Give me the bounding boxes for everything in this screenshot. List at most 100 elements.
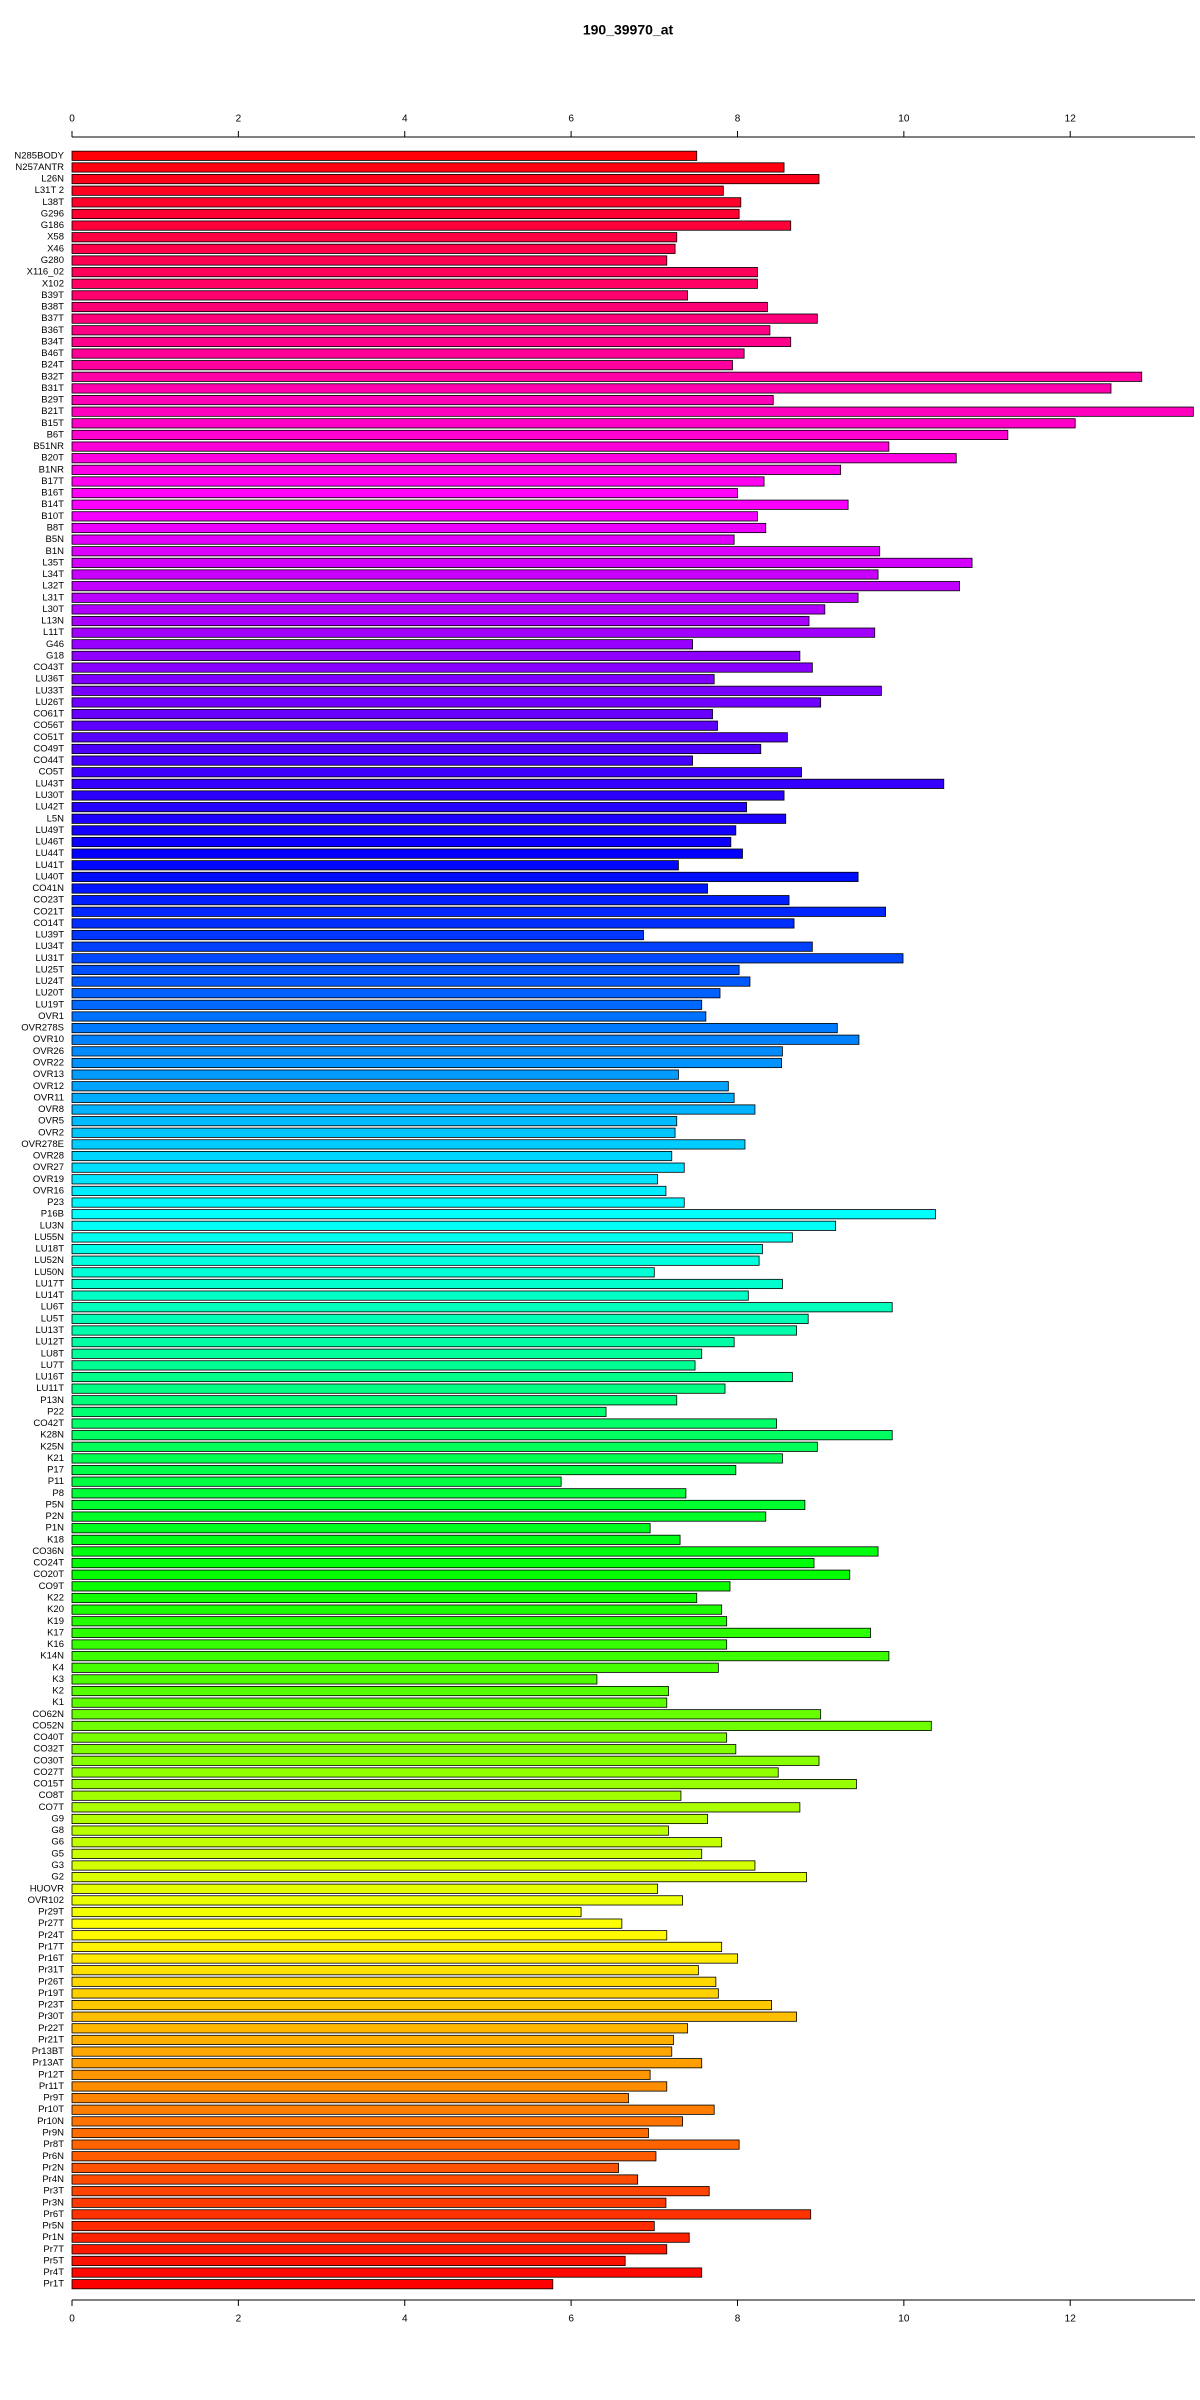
bar bbox=[71, 953, 904, 964]
y-tick-label: B31T bbox=[41, 383, 64, 394]
bar bbox=[71, 557, 973, 568]
y-tick-label: Pr7T bbox=[43, 2244, 64, 2255]
y-tick-label: LU12T bbox=[35, 1337, 64, 1348]
bar bbox=[71, 441, 890, 452]
y-tick-label: Pr8T bbox=[43, 2139, 64, 2150]
bar bbox=[71, 383, 1112, 394]
y-tick-label: Pr13BT bbox=[32, 2046, 64, 2057]
bar bbox=[71, 1267, 655, 1278]
y-tick-label: Pr3T bbox=[43, 2186, 64, 2197]
bar bbox=[71, 522, 767, 534]
bar bbox=[71, 1209, 936, 1220]
bar bbox=[71, 2151, 657, 2162]
bar bbox=[71, 1976, 717, 1987]
y-tick-label: LU5T bbox=[41, 1313, 64, 1324]
y-tick-label: CO5T bbox=[39, 767, 65, 778]
y-tick-label: CO15T bbox=[33, 1779, 64, 1790]
y-tick-label: CO30T bbox=[33, 1755, 64, 1766]
bar bbox=[71, 1023, 838, 1034]
bar bbox=[71, 1092, 735, 1103]
y-tick-label: B8T bbox=[47, 523, 65, 534]
y-tick-label: LU20T bbox=[35, 988, 64, 999]
y-tick-label: P5N bbox=[46, 1499, 65, 1510]
bar bbox=[71, 534, 735, 545]
bar bbox=[71, 1790, 682, 1801]
y-tick-label: LU36T bbox=[35, 674, 64, 685]
bar bbox=[71, 778, 945, 789]
bar bbox=[71, 1360, 696, 1371]
bar bbox=[71, 1325, 797, 1336]
y-tick-label: LU41T bbox=[35, 860, 64, 871]
bar bbox=[71, 1604, 723, 1615]
bar bbox=[71, 2081, 668, 2092]
bar bbox=[71, 1104, 756, 1115]
bar bbox=[71, 1779, 857, 1790]
bar bbox=[71, 429, 1009, 440]
bar bbox=[71, 1860, 756, 1871]
bar bbox=[71, 836, 732, 848]
y-tick-label: P2N bbox=[46, 1511, 65, 1522]
bar bbox=[71, 743, 762, 755]
y-tick-label: K2 bbox=[52, 1686, 64, 1697]
y-tick-label: Pr9T bbox=[43, 2093, 64, 2104]
y-tick-label: G296 bbox=[41, 208, 64, 219]
y-tick-label: B17T bbox=[41, 476, 64, 487]
y-tick-label: Pr10T bbox=[38, 2104, 64, 2115]
y-tick-label: OVR11 bbox=[34, 1092, 64, 1103]
bar bbox=[71, 1732, 728, 1743]
y-tick-label: OVR8 bbox=[38, 1104, 64, 1115]
y-tick-label: LU49T bbox=[35, 825, 64, 836]
y-tick-label: OVR102 bbox=[28, 1895, 64, 1906]
bar bbox=[71, 2058, 703, 2069]
y-tick-label: OVR12 bbox=[33, 1081, 64, 1092]
bar bbox=[71, 1244, 763, 1255]
bar bbox=[71, 2197, 667, 2208]
bar bbox=[71, 267, 758, 278]
bar bbox=[71, 1755, 820, 1766]
bar bbox=[71, 1395, 678, 1406]
bar bbox=[71, 2011, 797, 2022]
bar bbox=[71, 1767, 779, 1778]
bar bbox=[71, 1406, 607, 1417]
y-tick-label: OVR26 bbox=[33, 1046, 64, 1057]
y-tick-label: OVR27 bbox=[33, 1162, 64, 1173]
bar bbox=[71, 464, 842, 475]
y-tick-label: B15T bbox=[41, 418, 64, 429]
bar bbox=[71, 1220, 837, 1231]
y-tick-label: B39T bbox=[41, 290, 64, 301]
x-tick-label: 8 bbox=[735, 2314, 741, 2325]
bar bbox=[71, 767, 802, 778]
y-tick-label: OVR13 bbox=[33, 1069, 64, 1080]
y-tick-label: Pr4T bbox=[43, 2267, 64, 2278]
y-tick-label: K3 bbox=[52, 1674, 64, 1685]
bar bbox=[71, 2209, 812, 2220]
bar bbox=[71, 208, 740, 220]
y-tick-label: L30T bbox=[42, 604, 64, 615]
y-tick-label: B29T bbox=[41, 395, 64, 406]
bar bbox=[71, 964, 740, 975]
y-tick-label: B51NR bbox=[33, 441, 64, 452]
y-tick-label: LU34T bbox=[35, 941, 64, 952]
bar bbox=[71, 1825, 669, 1836]
y-tick-label: CO56T bbox=[33, 720, 64, 731]
y-tick-label: B46T bbox=[41, 348, 64, 359]
x-tick-label: 4 bbox=[402, 2314, 408, 2325]
bar bbox=[71, 1906, 582, 1918]
bar bbox=[71, 976, 751, 987]
x-tick-label: 8 bbox=[735, 114, 741, 125]
bar bbox=[71, 1453, 783, 1464]
bar bbox=[71, 1534, 681, 1545]
bar bbox=[71, 895, 790, 906]
bar bbox=[71, 2244, 668, 2255]
bar bbox=[71, 2127, 649, 2139]
y-tick-label: LU30T bbox=[35, 790, 64, 801]
y-tick-label: LU16T bbox=[35, 1372, 64, 1383]
y-tick-label: CO27T bbox=[33, 1767, 64, 1778]
y-tick-label: LU17T bbox=[35, 1278, 64, 1289]
y-tick-label: Pr4N bbox=[42, 2174, 64, 2185]
bar bbox=[71, 1255, 760, 1266]
y-tick-label: K20 bbox=[47, 1604, 64, 1615]
bar bbox=[71, 1941, 723, 1952]
y-tick-label: LU13T bbox=[35, 1325, 64, 1336]
bar bbox=[71, 930, 644, 941]
